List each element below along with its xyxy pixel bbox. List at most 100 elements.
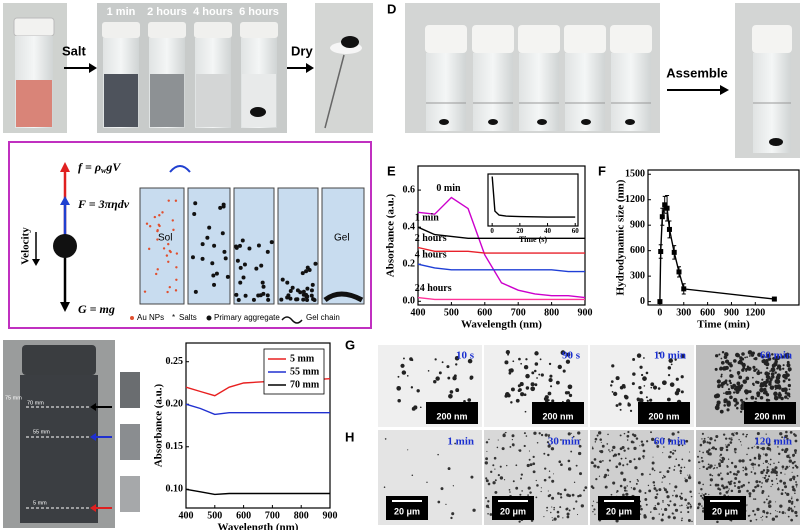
texture-dot (662, 501, 664, 503)
texture-dot (667, 504, 669, 506)
texture-dot (656, 445, 660, 448)
texture-dot (791, 461, 795, 465)
texture-dot (530, 386, 536, 392)
panel-label: G (345, 337, 355, 352)
texture-dot (597, 431, 602, 435)
texture-dot (663, 487, 665, 489)
texture-dot (646, 440, 649, 443)
texture-dot (540, 373, 544, 377)
texture-dot (742, 366, 746, 370)
texture-dot (765, 498, 768, 501)
texture-dot (721, 456, 725, 460)
x-tick-label: 600 (477, 307, 492, 318)
texture-dot (518, 357, 521, 361)
texture-dot (749, 458, 752, 462)
series-line (417, 196, 586, 299)
texture-dot (622, 478, 627, 482)
texture-dot (627, 403, 631, 407)
texture-dot (782, 373, 787, 379)
texture-dot (525, 435, 528, 437)
texture-dot (729, 381, 732, 385)
texture-dot (733, 359, 737, 363)
texture-dot (571, 493, 575, 497)
texture-dot (763, 441, 765, 443)
texture-dot (553, 517, 557, 521)
texture-dot (676, 388, 681, 393)
texture-dot (774, 371, 777, 374)
texture-dot (592, 446, 594, 448)
texture-dot (644, 498, 648, 501)
scale-label: 200 nm (754, 411, 785, 421)
vial-cap (22, 345, 96, 375)
texture-dot (745, 370, 748, 372)
texture-dot (714, 367, 718, 371)
texture-dot (688, 474, 691, 476)
texture-dot (632, 441, 635, 444)
texture-dot (778, 441, 780, 443)
texture-dot (636, 478, 639, 481)
texture-dot (791, 477, 793, 480)
texture-dot (520, 392, 525, 397)
texture-dot (761, 446, 766, 451)
aggregate (240, 238, 245, 243)
arrow-head (720, 85, 729, 95)
nanoparticle (157, 223, 160, 226)
y-tick-label: 0.10 (166, 484, 184, 495)
aggregate (294, 297, 299, 302)
photo-gap (660, 3, 730, 133)
texture-dot (702, 507, 705, 510)
texture-dot (707, 441, 709, 444)
texture-dot (786, 492, 790, 497)
texture-dot (455, 363, 458, 366)
texture-dot (655, 508, 658, 511)
texture-dot (726, 465, 729, 468)
texture-dot (488, 438, 490, 440)
texture-dot (773, 462, 775, 465)
texture-dot (701, 438, 703, 440)
aggregate (210, 261, 215, 266)
texture-dot (523, 393, 527, 397)
texture-dot (447, 467, 451, 471)
aggregate (266, 297, 271, 302)
texture-dot (767, 398, 771, 402)
texture-dot (411, 406, 416, 411)
texture-dot (703, 437, 706, 440)
texture-dot (744, 468, 747, 471)
nanoparticle (143, 290, 147, 293)
texture-dot (566, 512, 570, 516)
aggregate (254, 266, 259, 271)
texture-dot (739, 441, 742, 443)
texture-dot (762, 387, 767, 392)
texture-dot (403, 357, 405, 360)
x-axis-label: Time (min) (697, 319, 750, 331)
texture-dot (787, 397, 789, 400)
y-tick-label: 900 (630, 219, 645, 230)
texture-dot (467, 358, 473, 364)
texture-dot (510, 401, 513, 404)
aggregate (234, 292, 239, 297)
texture-dot (520, 362, 522, 365)
texture-dot (635, 482, 638, 485)
force-label: G = mg (78, 302, 115, 316)
texture-dot (642, 455, 645, 458)
texture-dot (594, 513, 596, 515)
texture-dot (623, 432, 626, 435)
nanoparticle (167, 242, 170, 246)
texture-dot (447, 376, 451, 380)
texture-dot (741, 459, 745, 463)
texture-dot (532, 470, 536, 474)
texture-dot (654, 496, 658, 499)
texture-dot (643, 357, 645, 359)
texture-dot (528, 458, 531, 461)
texture-dot (730, 480, 733, 483)
texture-dot (726, 400, 731, 406)
texture-dot (770, 375, 775, 379)
texture-dot (619, 434, 622, 437)
texture-dot (770, 479, 774, 482)
texture-dot (598, 460, 601, 463)
texture-dot (506, 464, 508, 467)
time-label: 10 s (456, 350, 475, 362)
texture-dot (572, 507, 575, 510)
velocity-label: Velocity (20, 227, 32, 265)
